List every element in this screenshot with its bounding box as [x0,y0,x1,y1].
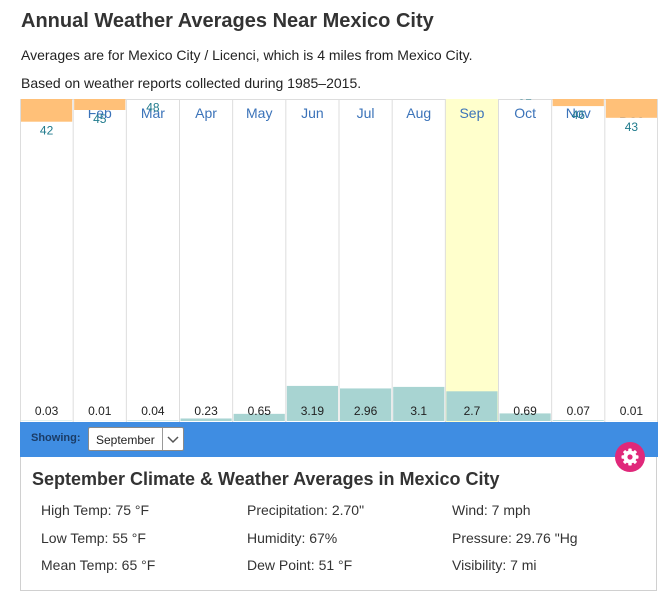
period-note: Based on weather reports collected durin… [21,75,362,91]
page-title: Annual Weather Averages Near Mexico City [21,10,434,32]
month-label-mar: Mar [141,105,165,121]
precip-label-mar: 0.04 [141,404,165,418]
month-select-value: September [96,433,155,447]
temp-range-bar-jan [21,99,73,122]
stat-mean-temp: Mean Temp: 65 °F [41,557,156,573]
weather-chart[interactable]: Jan72420.03Feb76450.01Mar79480.04Apr8152… [20,99,658,422]
precip-bar-jun [286,385,338,421]
month-label-nov: Nov [566,105,591,121]
precip-label-aug: 3.1 [410,404,427,418]
precip-bar-aug [393,386,445,421]
precip-label-feb: 0.01 [88,404,112,418]
precip-bar-sep [446,391,498,421]
low-temp-label-mar: 48 [146,100,160,114]
selected-month-highlight [445,99,499,422]
low-temp-label-jan: 42 [40,124,54,138]
stat-pressure: Pressure: 29.76 "Hg [452,530,578,546]
summary-title: September Climate & Weather Averages in … [32,469,500,489]
month-label-may: May [246,105,272,121]
month-label-jun: Jun [301,105,324,121]
low-temp-label-feb: 45 [93,112,107,126]
stat-visibility: Visibility: 7 mi [452,557,537,573]
temp-range-bar-nov [552,99,604,107]
precip-bar-apr [180,418,232,421]
precip-label-jun: 3.19 [301,404,325,418]
low-temp-label-oct: 51 [518,99,532,103]
month-selector-bar: Showing: September [20,422,658,457]
stat-high-temp: High Temp: 75 °F [41,502,150,518]
precip-label-dec: 0.01 [620,404,644,418]
precip-label-sep: 2.7 [464,404,481,418]
precip-label-oct: 0.69 [513,404,537,418]
settings-button[interactable] [615,442,645,472]
precip-label-may: 0.65 [248,404,272,418]
select-divider [162,428,163,450]
low-temp-label-dec: 43 [625,120,639,134]
precip-bar-may [233,413,285,421]
monthly-summary-panel: September Climate & Weather Averages in … [20,457,657,591]
precip-label-jul: 2.96 [354,404,378,418]
precip-bar-oct [499,413,551,421]
temp-range-bar-dec [605,99,657,118]
stat-low-temp: Low Temp: 55 °F [41,530,146,546]
location-note: Averages are for Mexico City / Licenci, … [21,47,473,63]
month-label-aug: Aug [406,105,431,121]
month-label-apr: Apr [195,105,217,121]
stat-dew-point: Dew Point: 51 °F [247,557,353,573]
month-label-jul: Jul [357,105,375,121]
gear-icon [621,448,639,466]
precip-bar-nov [552,420,604,421]
precip-label-jan: 0.03 [35,404,59,418]
month-label-oct: Oct [514,105,536,121]
month-select[interactable]: September [88,427,184,451]
temp-range-bar-feb [74,99,126,110]
stat-humidity: Humidity: 67% [247,530,338,546]
precip-label-nov: 0.07 [567,404,591,418]
stat-precipitation: Precipitation: 2.70" [247,502,365,518]
chevron-down-icon[interactable] [165,431,181,447]
low-temp-label-nov: 46 [572,108,586,122]
precip-label-apr: 0.23 [194,404,218,418]
stat-wind: Wind: 7 mph [452,502,531,518]
precip-bar-jul [340,388,392,421]
showing-label: Showing: [31,432,81,444]
month-label-sep: Sep [459,105,484,121]
